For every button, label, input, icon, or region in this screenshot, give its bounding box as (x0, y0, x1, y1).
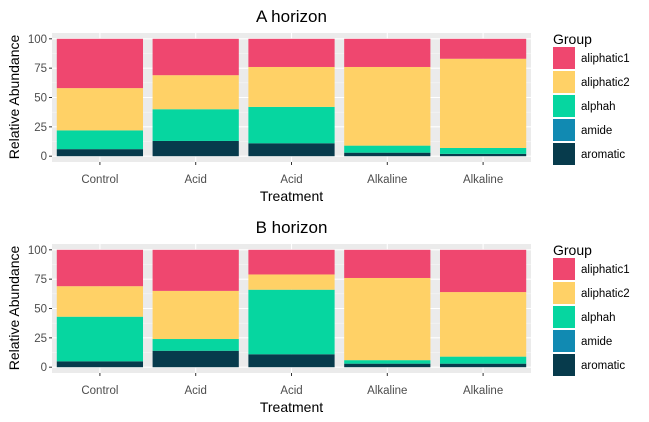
bar-segment-aromatic (439, 153, 527, 157)
legend: Group aliphatic1 aliphatic2 alphah amide arom… (553, 242, 630, 376)
bar-segment-aromatic (248, 354, 335, 368)
panel-b: 0 25 50 75 100 Control Acid Acid Alkaline Alkalin… (6, 218, 630, 415)
bar-segment-aliphatic1 (152, 249, 239, 291)
x-axis-title: Treatment (260, 188, 323, 204)
legend-label-aromatic: aromatic (581, 149, 625, 161)
legend-swatch-aromatic (553, 354, 575, 376)
bar-segment-alphah (56, 130, 144, 150)
bar-segment-aliphatic1 (344, 249, 431, 278)
legend-label-aliphatic2: aliphatic2 (581, 77, 630, 89)
y-axis-title: Relative Abundance (6, 246, 22, 371)
bar-segment-alphah (152, 109, 239, 141)
legend-label-amide: amide (581, 336, 612, 348)
bar-segment-alphah (439, 356, 527, 364)
bar-segment-alphah (248, 289, 335, 355)
x-tick-label: Control (81, 174, 118, 186)
bar-segment-aliphatic1 (344, 38, 431, 67)
y-tick-label: 25 (34, 122, 47, 134)
bar-segment-aromatic (56, 361, 144, 368)
bar-segment-aliphatic2 (56, 88, 144, 131)
x-tick-label: Alkaline (367, 174, 407, 186)
x-tick-label: Acid (280, 385, 302, 397)
chart-title: A horizon (256, 7, 327, 26)
legend-label-alphah: alphah (581, 101, 616, 113)
bar-segment-aliphatic2 (152, 75, 239, 110)
bar-segment-aromatic (439, 363, 527, 368)
x-tick-label: Control (81, 385, 118, 397)
bar-segment-aliphatic1 (248, 249, 335, 275)
legend-swatch-alphah (553, 95, 575, 117)
bar-segment-aromatic (344, 363, 431, 368)
bar-segment-alphah (56, 316, 144, 362)
bar-segment-aliphatic2 (56, 286, 144, 317)
legend-label-alphah: alphah (581, 312, 616, 324)
bar-segment-aliphatic1 (152, 38, 239, 76)
bar-segment-aliphatic1 (439, 38, 527, 59)
y-tick-label: 0 (41, 151, 47, 163)
legend-label-aromatic: aromatic (581, 360, 625, 372)
bar-segment-aliphatic2 (344, 277, 431, 361)
legend-swatch-amide (553, 119, 575, 141)
y-tick-label: 0 (41, 362, 47, 374)
bar-segment-aliphatic2 (152, 290, 239, 340)
legend-title: Group (553, 31, 592, 47)
bar-segment-aromatic (56, 149, 144, 157)
legend-label-amide: amide (581, 125, 612, 137)
bar-segment-alphah (248, 106, 335, 144)
legend-swatch-aliphatic1 (553, 258, 575, 280)
legend-swatch-alphah (553, 306, 575, 328)
legend-swatch-aliphatic2 (553, 282, 575, 304)
bar-segment-alphah (152, 339, 239, 351)
bar-segment-alphah (344, 145, 431, 153)
legend-swatch-amide (553, 330, 575, 352)
x-tick-label: Acid (185, 174, 207, 186)
bar-segment-aromatic (248, 143, 335, 157)
bar-segment-alphah (344, 360, 431, 364)
y-axis-title: Relative Abundance (6, 35, 22, 160)
y-tick-label: 50 (34, 304, 47, 316)
legend-swatch-aromatic (553, 143, 575, 165)
x-tick-label: Acid (185, 385, 207, 397)
bar-segment-aromatic (152, 140, 239, 157)
legend-swatch-aliphatic1 (553, 47, 575, 69)
bar-segment-aliphatic2 (248, 66, 335, 107)
bar-segment-aliphatic1 (439, 249, 527, 293)
x-tick-label: Acid (280, 174, 302, 186)
y-tick-label: 50 (34, 93, 47, 105)
y-tick-label: 25 (34, 333, 47, 345)
bar-segment-aliphatic1 (56, 249, 144, 287)
legend-title: Group (553, 242, 592, 258)
legend-label-aliphatic1: aliphatic1 (581, 264, 630, 276)
y-tick-label: 75 (34, 274, 47, 286)
bar-segment-aliphatic1 (248, 38, 335, 67)
y-tick-label: 100 (28, 34, 47, 46)
bar-segment-aliphatic1 (56, 38, 144, 89)
bar-segment-aromatic (344, 152, 431, 157)
bar-segment-aliphatic2 (439, 292, 527, 357)
bar-segment-alphah (439, 147, 527, 154)
x-tick-label: Alkaline (367, 385, 407, 397)
panel-a: 0 25 50 75 100 Control Acid Acid Alkaline Alkalin… (6, 7, 630, 204)
x-axis-title: Treatment (260, 399, 323, 415)
bar-segment-aliphatic2 (248, 274, 335, 290)
y-tick-label: 100 (28, 245, 47, 257)
chart-title: B horizon (256, 218, 328, 237)
legend-swatch-aliphatic2 (553, 71, 575, 93)
y-tick-label: 75 (34, 63, 47, 75)
bar-segment-aliphatic2 (344, 66, 431, 146)
bar-segment-aliphatic2 (439, 58, 527, 148)
x-tick-label: Alkaline (463, 385, 503, 397)
bar-segment-aromatic (152, 350, 239, 368)
legend-label-aliphatic1: aliphatic1 (581, 53, 630, 65)
legend-label-aliphatic2: aliphatic2 (581, 288, 630, 300)
legend: Group aliphatic1 aliphatic2 alphah amide arom… (553, 31, 630, 165)
x-tick-label: Alkaline (463, 174, 503, 186)
